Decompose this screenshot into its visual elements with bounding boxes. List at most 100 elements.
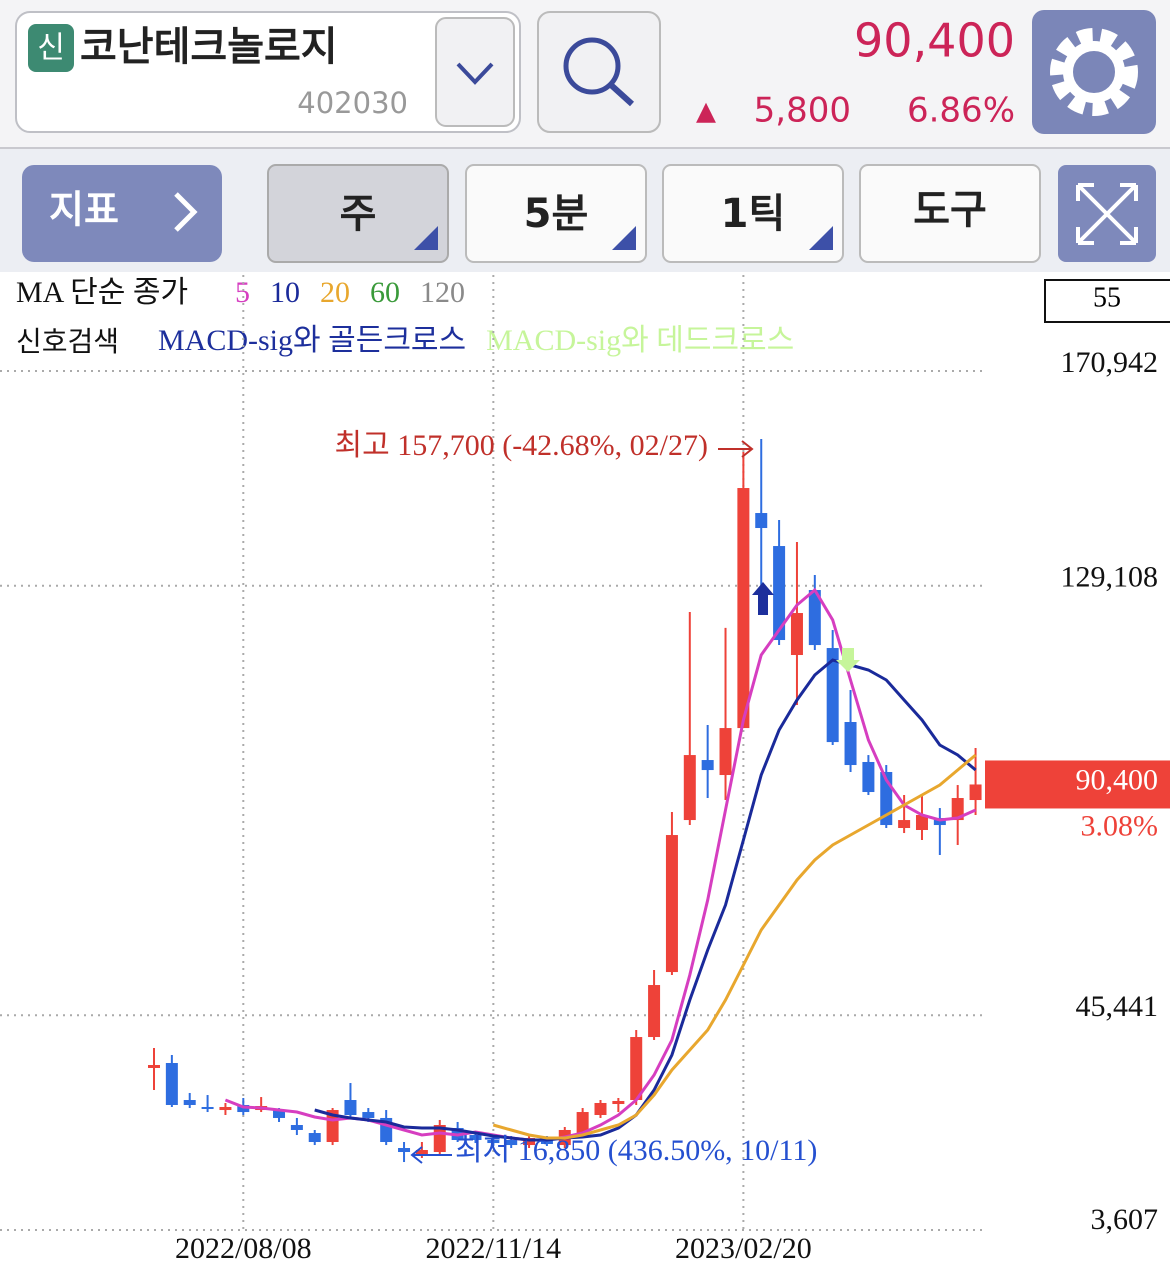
x-tick-label: 2023/02/20	[675, 1232, 812, 1265]
gear-teeth	[1050, 28, 1138, 116]
candle-body	[469, 1135, 482, 1140]
candle-body	[165, 1063, 178, 1105]
dropdown-button[interactable]	[435, 17, 515, 127]
candle-body	[844, 722, 857, 766]
minute-label: 5분	[524, 191, 589, 237]
search-button[interactable]	[537, 11, 661, 133]
candle-body	[755, 513, 768, 529]
stock-box[interactable]	[15, 11, 521, 133]
ma-line	[224, 587, 977, 1142]
candle-body	[862, 761, 875, 793]
signal-entry: MACD-sig와 골든크로스	[158, 324, 466, 357]
candle-body	[933, 818, 946, 826]
corner	[612, 226, 636, 250]
signal-title: 신호검색	[16, 325, 119, 358]
candle-body	[183, 1100, 196, 1105]
candle-body	[826, 648, 839, 743]
tools-button[interactable]	[859, 164, 1041, 263]
x-tick-label: 2022/11/14	[426, 1232, 562, 1265]
tools-label: 도구	[913, 187, 987, 233]
stock-name: 코난테크놀로지	[80, 24, 338, 70]
legend-entry: 20	[320, 276, 350, 309]
legend-entry: 60	[370, 276, 400, 309]
candle-body	[701, 760, 714, 771]
candle-body	[398, 1148, 411, 1153]
candle-body	[737, 488, 750, 729]
period-button[interactable]	[267, 164, 449, 263]
change: 5,800	[754, 91, 851, 131]
candle-body	[148, 1065, 160, 1068]
legend: MA 단순 종가 신호검색 5 10 20 60 120 MACD-sig와 골든크로스 M…	[16, 276, 794, 358]
y-tick-label: 3,607	[1091, 1203, 1159, 1236]
candle-body	[308, 1133, 321, 1143]
corner	[809, 226, 833, 250]
last-price-label: 90,400	[1076, 763, 1159, 796]
high-annotation: 최고 157,700 (-42.68%, 02/27)	[335, 429, 709, 462]
candle-body	[362, 1112, 375, 1118]
tick-button[interactable]	[662, 164, 844, 263]
ma-line	[492, 753, 977, 1140]
expand-icon	[1076, 183, 1138, 245]
candle-body	[237, 1104, 250, 1113]
last-change: 3.08%	[1081, 809, 1159, 842]
candle-body	[576, 1112, 589, 1136]
candle-body	[719, 728, 732, 776]
signal-entry: MACD-sig와 데드크로스	[486, 324, 794, 357]
search-icon	[563, 37, 621, 95]
candle-body	[808, 590, 821, 646]
corner	[414, 226, 438, 250]
candle-body	[290, 1125, 303, 1130]
golden-cross-arrow	[750, 582, 776, 615]
change-mark: ▲	[696, 97, 716, 127]
candle-body	[540, 1139, 553, 1145]
badge-text: 신	[37, 31, 65, 66]
indicator-label: 지표	[49, 188, 119, 232]
y-tick-label: 129,108	[1061, 561, 1159, 594]
candle-body	[665, 835, 678, 973]
minute-button[interactable]	[465, 164, 647, 263]
indicator-button[interactable]	[22, 165, 222, 262]
gear	[1063, 41, 1125, 103]
candle-body	[219, 1106, 232, 1111]
low-arrow	[410, 1146, 452, 1164]
legend-title: MA 단순 종가	[16, 276, 188, 309]
period-label: 주	[340, 191, 377, 237]
candle-body	[523, 1137, 536, 1146]
ma-line	[314, 658, 977, 1142]
candle-body	[915, 815, 928, 831]
dead-cross-arrow	[836, 648, 860, 672]
candle-body	[487, 1139, 500, 1144]
price: 90,400	[854, 14, 1015, 68]
y-tick-label: 170,942	[1061, 346, 1159, 379]
legend-entry: 10	[270, 276, 300, 309]
y-tick-label: 45,441	[1076, 990, 1159, 1023]
tick-label: 1틱	[721, 191, 786, 237]
candle-body	[433, 1125, 446, 1153]
legend-entry: 5	[235, 276, 250, 309]
candle-body	[790, 613, 803, 656]
candle-body	[344, 1100, 357, 1116]
top-box	[1044, 279, 1170, 323]
legend-entry: 120	[420, 276, 465, 309]
candle-body	[898, 820, 911, 829]
candle-body	[505, 1139, 518, 1146]
candle-body	[201, 1106, 214, 1109]
plot: 3,607 45,441 129,108 170,942 2022/08/08 2022/…	[0, 275, 1170, 1265]
candle-body	[683, 755, 696, 821]
chevron	[174, 192, 198, 232]
last-price-box	[985, 760, 1170, 809]
candle-body	[951, 798, 964, 821]
top-box-value: 55	[1093, 282, 1121, 313]
change-pct: 6.86%	[907, 91, 1015, 131]
badge	[28, 24, 74, 72]
candle-body	[415, 1150, 428, 1155]
candle-body	[630, 1037, 643, 1101]
x-tick-label: 2022/08/08	[175, 1232, 312, 1265]
candle-body	[773, 546, 786, 641]
dropdown-icon	[456, 62, 494, 85]
candle-body	[594, 1102, 607, 1116]
high-arrow	[718, 440, 754, 458]
search-handle	[608, 82, 635, 107]
